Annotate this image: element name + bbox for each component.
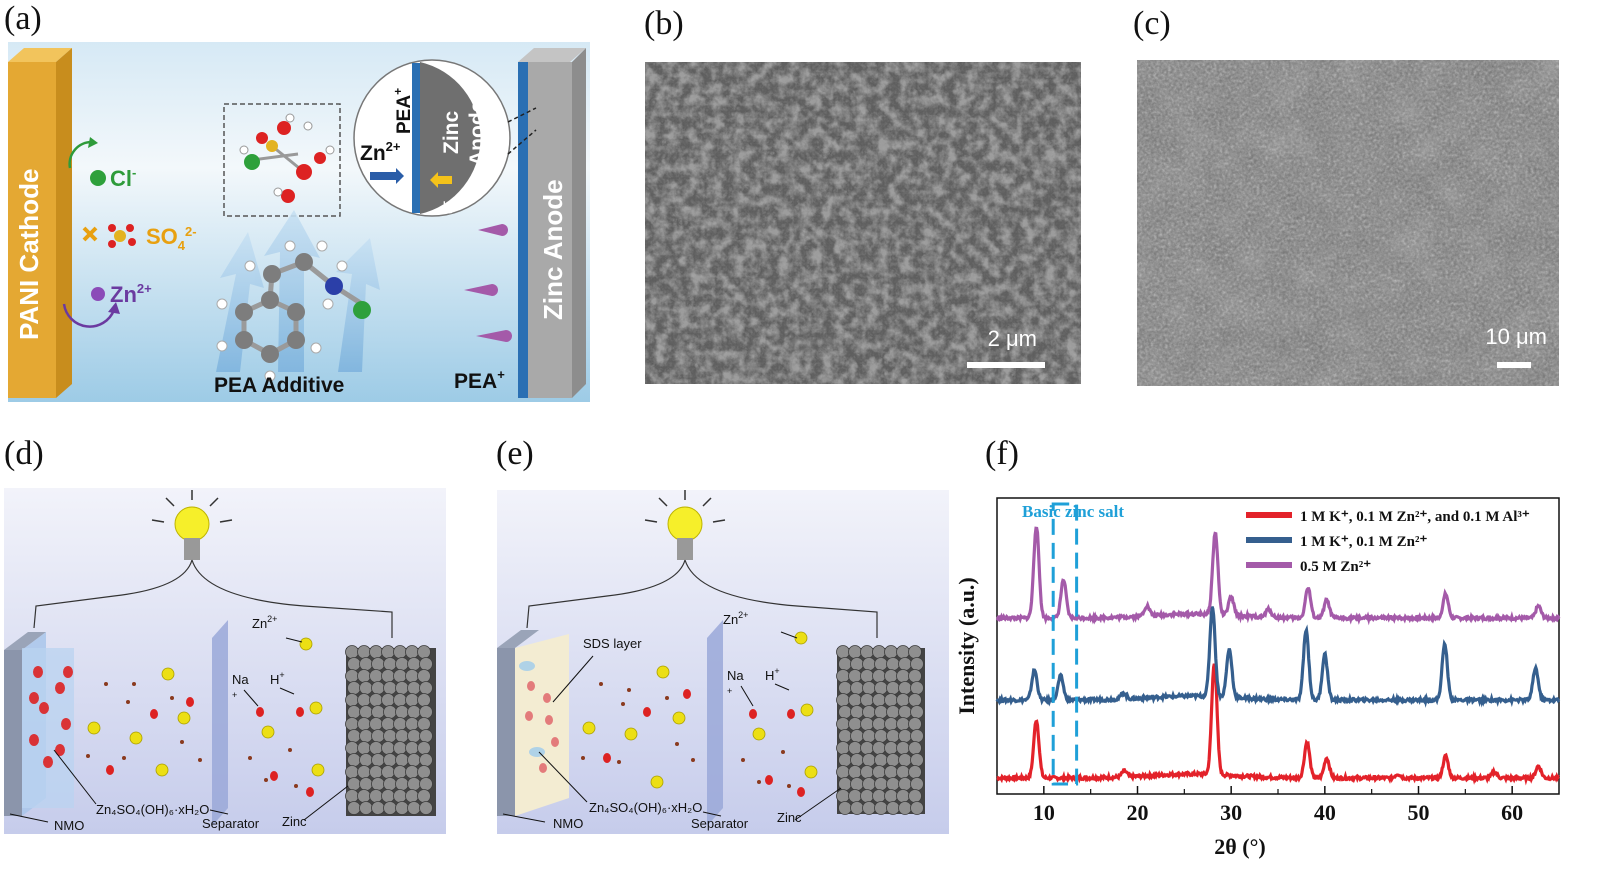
light-bulb-icon [644,490,726,560]
inset-zn-label: Zn [360,142,386,165]
zn-ion-label-d: Zn [252,616,267,631]
svg-text:SO42-: SO42- [146,224,197,253]
svg-text:PEA+: PEA+ [391,88,415,134]
chloride-ion-icon [90,170,106,186]
panel-d-schematic: Zn2+ Na + H+ Zn₄SO₄(OH)₆·xH₂O NMO Separa… [4,488,446,834]
separator-label-e: Separator [691,816,749,831]
pea-cation-icon [464,224,512,342]
panel-c-sem-image: 10 μm [1137,60,1559,386]
zn-ion-label-e: Zn [723,612,738,627]
zinc-label-e: Zinc [777,810,802,825]
chloride-label: Cl [110,166,132,191]
svg-text:Na: Na [232,672,249,687]
separator-label-d: Separator [202,816,260,831]
nmo-label-e: NMO [553,816,583,831]
svg-text:H+: H+ [765,666,780,683]
inset-electron-label: e [439,205,458,214]
zinc-label-d: Zinc [282,814,307,829]
x-tick-label: 30 [1220,800,1242,825]
anode-label: Zinc Anode [538,179,568,320]
x-axis-title: 2θ (°) [1214,834,1265,859]
cathode-label: PANI Cathode [14,169,44,340]
panel-label-e: (e) [496,435,534,472]
svg-text:Zn2+: Zn2+ [110,281,152,307]
compound-label-d: Zn₄SO₄(OH)₆·xH₂O [96,802,209,817]
svg-text:Cl-: Cl- [110,165,136,191]
scale-bar-label-c: 10 μm [1485,324,1547,349]
x-tick-label: 50 [1408,800,1430,825]
panel-e-schematic: Zn2+ Na + H+ SDS layer Zn₄SO₄(OH)₆·xH₂O … [497,490,949,834]
svg-text:Zn2+: Zn2+ [360,139,401,165]
light-bulb-icon [151,490,233,560]
panel-label-c: (c) [1133,5,1171,42]
sulfate-ion-icon [82,224,136,248]
svg-text:+: + [727,686,732,696]
y-axis-title: Intensity (a.u.) [954,577,979,715]
x-tick-label: 20 [1127,800,1149,825]
svg-text:PEA+: PEA+ [454,367,505,393]
svg-text:e-: e- [438,201,458,214]
pea-molecule-icon [216,240,371,382]
separator-membrane [212,620,228,826]
panel-label-b: (b) [644,5,684,42]
svg-text:Zn2+: Zn2+ [252,614,277,631]
sulfate-label: SO [146,224,178,249]
panel-label-f: (f) [985,435,1019,472]
scale-bar-b [967,362,1045,368]
plot-frame [996,497,1560,795]
sds-layer-label: SDS layer [583,636,642,651]
separator-membrane [707,620,723,826]
panel-b-sem-image: 2 μm [645,62,1081,384]
svg-text:Na: Na [727,668,744,683]
scale-bar-c [1497,362,1531,368]
svg-text:H+: H+ [270,670,285,687]
inset-anode-label: Anode [466,101,489,166]
scale-bar-label-b: 2 μm [987,326,1037,351]
inset-zinc-label: Zinc [440,111,463,154]
molecule-inset-box [223,103,341,217]
x-tick-label: 40 [1314,800,1336,825]
panel-f-xrd-chart: 10 20 30 40 50 60 Basic zinc salt 1 M K⁺, 0.1… [954,497,1561,859]
svg-text:Zn2+: Zn2+ [723,610,748,627]
sds-layer [515,634,569,816]
x-tick-label: 10 [1033,800,1055,825]
svg-text:+: + [232,690,237,700]
nmo-label-d: NMO [54,818,84,833]
xrd-series-line [995,606,1561,708]
basic-zinc-salt-box [1051,502,1079,786]
compound-label-e: Zn₄SO₄(OH)₆·xH₂O [589,800,702,815]
na-ion-label-d: Na [232,672,249,687]
panel-label-a: (a) [4,0,42,37]
zn-arrow-icon [370,168,404,184]
legend-entry: 0.5 M Zn²⁺ [1300,559,1371,575]
xrd-series-line [995,526,1561,626]
panel-label-d: (d) [4,435,44,472]
inset-pea-label: PEA [394,95,415,134]
basic-zinc-salt-label: Basic zinc salt [1022,502,1124,521]
na-ion-label-e: Na [727,668,744,683]
pea-plus-label: PEA [454,370,497,393]
legend-entry: 1 M K⁺, 0.1 M Zn²⁺ [1300,534,1427,550]
zinc-ion-label: Zn [110,282,137,307]
zinc-ion-icon [91,287,105,301]
panel-a-schematic: PANI Cathode Zinc Anode Cl- SO42- Zn2+ [8,42,590,402]
h-ion-label-d: H [270,672,279,687]
pea-additive-label: PEA Additive [214,374,344,397]
legend-entry: 1 M K⁺, 0.1 M Zn²⁺, and 0.1 M Al³⁺ [1300,509,1530,525]
x-tick-label: 60 [1501,800,1523,825]
xrd-series-line [996,663,1560,786]
h-ion-label-e: H [765,668,774,683]
pea-adsorption-arrows [216,210,380,372]
solvation-molecule-icon [239,113,335,203]
electron-arrow-icon [430,172,452,188]
